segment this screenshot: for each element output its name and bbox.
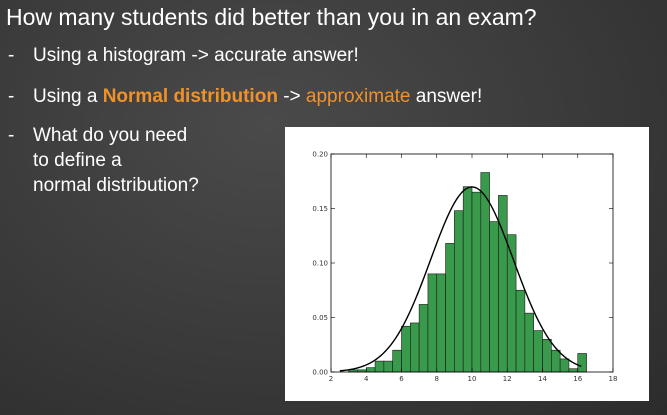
histogram-bar [551,349,561,373]
question-line-1: What do you need [33,125,188,146]
histogram-bar [542,339,552,373]
histogram-bar [392,349,402,373]
histogram-bar [515,289,526,373]
histogram-bar [365,367,376,373]
question-line-2: to define a [33,150,122,171]
x-tick-label: 12 [503,375,512,383]
x-tick-label: 16 [573,375,582,383]
bullet-dash: - [8,45,15,66]
bullet-text: Using a histogram -> accurate answer! [33,45,359,66]
approximate-highlight: approximate [305,86,411,107]
histogram-bar [489,221,499,373]
x-tick-label: 18 [609,375,618,383]
x-tick-label: 4 [364,375,369,383]
bullet-pre: Using a [33,86,103,107]
y-tick-label: 0.15 [312,205,328,213]
histogram-bar [498,195,508,373]
bullet-text: Using a Normal distribution -> approxima… [33,85,482,109]
histogram-bar [471,191,482,373]
x-tick-label: 6 [399,375,404,383]
bullet-mid: -> [277,86,306,107]
histogram-bar [533,330,543,373]
histogram-bar [480,172,490,373]
histogram-bar [410,322,420,373]
bullet-dash: - [8,125,15,146]
histogram-bar [454,210,464,373]
x-tick-label: 2 [329,375,333,383]
histogram-bar [401,325,411,373]
histogram-bar [568,368,579,373]
histogram-bar [524,312,534,373]
histogram-bar [427,273,438,373]
x-tick-label: 10 [468,375,477,383]
y-tick-label: 0.20 [312,151,328,159]
normal-distribution-highlight: Normal distribution [102,86,278,107]
slide-title: How many students did better than you in… [6,4,537,30]
normal-curve [339,186,582,372]
histogram-bar [577,353,587,373]
x-tick-label: 8 [435,375,439,383]
histogram-bar [374,360,385,373]
bullet-dash: - [8,86,15,107]
question-line-3: normal distribution? [33,175,199,196]
histogram-bar [462,186,473,373]
histogram-bar [559,358,570,373]
bullet-post: answer! [410,86,483,107]
histogram-bar [436,273,446,373]
y-tick-label: 0.10 [312,260,328,268]
histogram-bar [383,360,393,373]
histogram-bar [418,304,429,373]
y-tick-label: 0.00 [312,369,328,377]
y-tick-label: 0.05 [312,314,328,322]
x-tick-label: 14 [538,375,547,383]
histogram-chart: 2 4 6 8 10 12 14 16 18 0.00 0.05 0.10 0.15 0.20 [285,127,649,401]
histogram-svg: 2 4 6 8 10 12 14 16 18 0.00 0.05 0.10 0.15 0.20 [312,151,618,384]
histogram-bar [445,243,455,373]
